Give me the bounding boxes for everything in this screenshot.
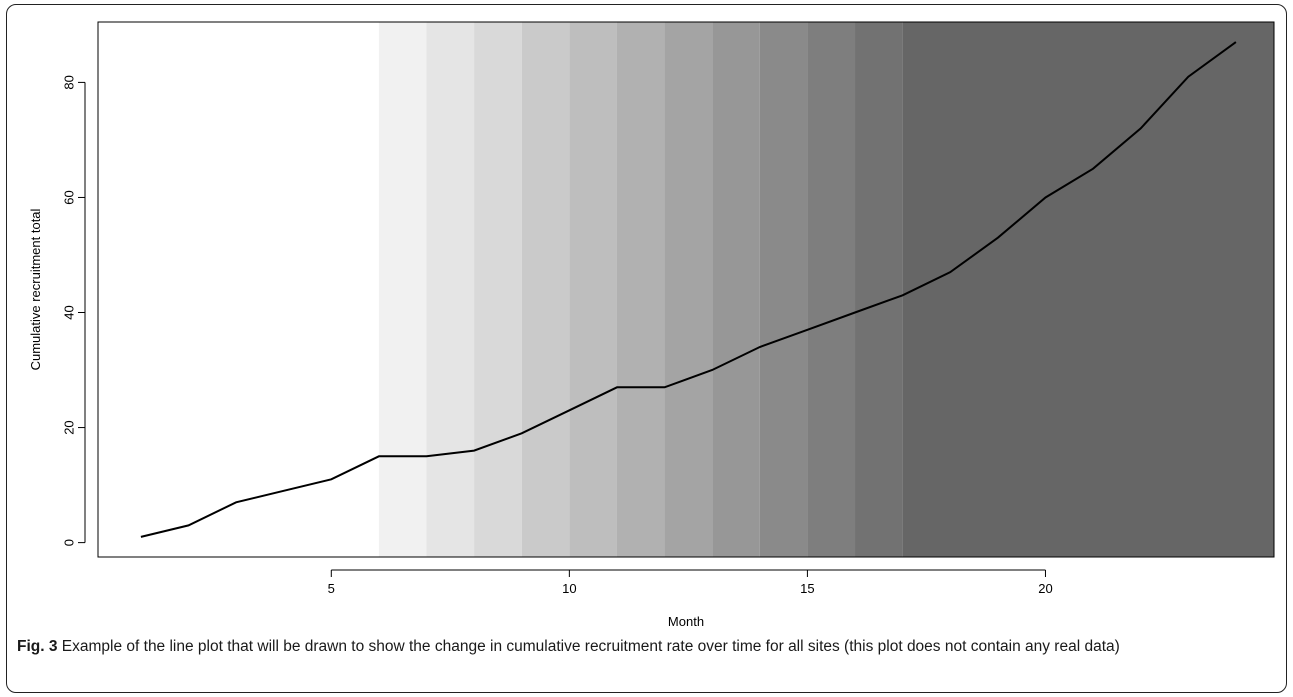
y-axis: 0 20 40 60 80	[61, 75, 86, 546]
x-axis: 5 10 15 20	[328, 569, 1053, 596]
background-band-7	[664, 22, 713, 557]
background-band-6	[616, 22, 665, 557]
background-band-8	[712, 22, 760, 557]
caption-label: Fig. 3	[17, 638, 58, 655]
x-tick-label: 20	[1038, 581, 1052, 596]
background-band-12	[902, 22, 1274, 557]
background-band-10	[807, 22, 856, 557]
caption-text: Example of the line plot that will be dr…	[57, 638, 1120, 655]
background-band-4	[521, 22, 570, 557]
x-axis-label: Month	[668, 614, 704, 629]
x-tick-label: 15	[800, 581, 814, 596]
background-band-9	[759, 22, 808, 557]
x-tick-label: 5	[328, 581, 335, 596]
background-band-11	[855, 22, 903, 557]
x-tick-label: 10	[562, 581, 576, 596]
background-band-3	[474, 22, 522, 557]
y-tick-label: 60	[61, 190, 76, 204]
series-line	[140, 41, 1237, 538]
figure-caption: Fig. 3 Example of the line plot that wil…	[17, 636, 1272, 657]
y-axis-label: Cumulative recruitment total	[28, 208, 43, 370]
background-band-2	[426, 22, 475, 557]
y-tick-label: 40	[61, 305, 76, 319]
plot-area	[97, 21, 1275, 558]
background-bands	[378, 22, 1274, 557]
y-tick-label: 80	[61, 75, 76, 89]
background-band-5	[569, 22, 617, 557]
y-tick-label: 20	[61, 420, 76, 434]
background-band-1	[378, 22, 427, 557]
y-tick-label: 0	[61, 539, 76, 546]
